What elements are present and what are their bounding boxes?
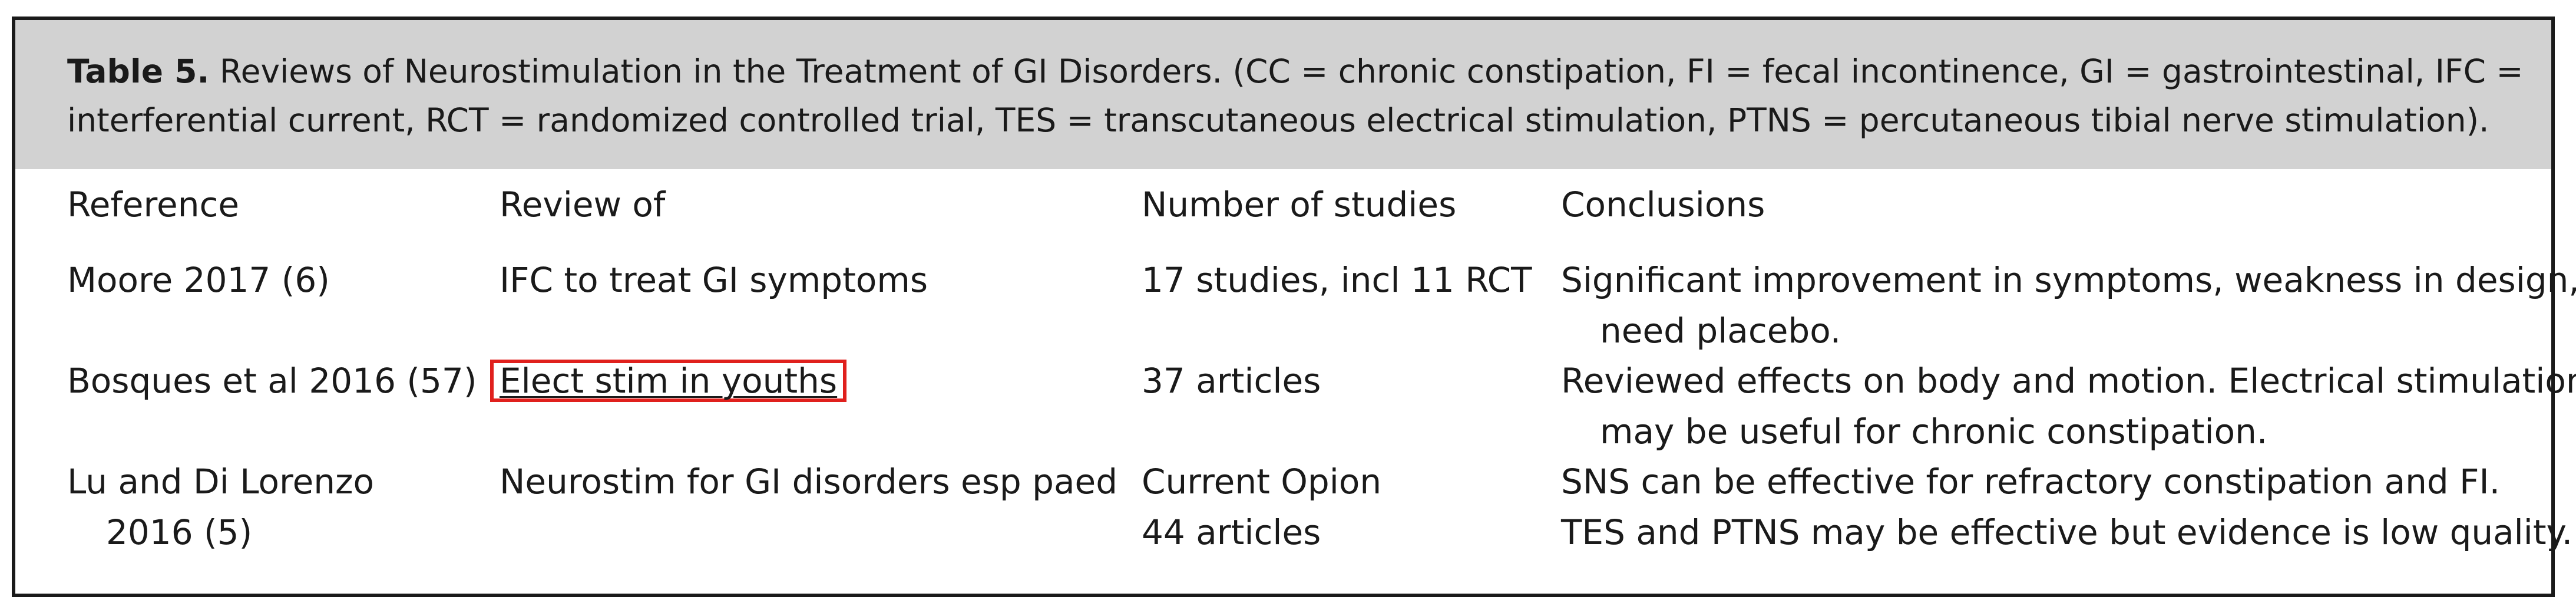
table-caption: Table 5. Reviews of Neurostimulation in … — [67, 47, 2541, 145]
row-1-number-of-studies: 17 studies, incl 11 RCT — [1142, 260, 1532, 300]
header-conclusions: Conclusions — [1561, 185, 1765, 225]
row-2-conclusions: Reviewed effects on body and motion. Ele… — [1561, 355, 2576, 457]
row-3-conclusions-line-1: SNS can be effective for refractory cons… — [1561, 462, 2501, 502]
row-2-reference: Bosques et al 2016 (57) — [67, 361, 477, 401]
row-1-conclusions-line-2: need placebo. — [1600, 311, 1841, 351]
row-3-number-of-studies-line-1: Current Opion — [1142, 462, 1382, 502]
row-1-conclusions-line-1: Significant improvement in symptoms, wea… — [1561, 260, 2576, 300]
row-2-conclusions-line-2: may be useful for chronic constipation. — [1600, 411, 2268, 452]
row-2-review-of-highlighted-link[interactable]: Elect stim in youths — [490, 360, 847, 402]
row-3-number-of-studies-line-2: 44 articles — [1142, 512, 1321, 552]
row-3-conclusions-line-2: TES and PTNS may be effective but eviden… — [1561, 512, 2573, 552]
row-1-reference: Moore 2017 (6) — [67, 260, 330, 300]
header-number-of-studies: Number of studies — [1142, 185, 1457, 225]
row-3-review-of: Neurostim for GI disorders esp paed — [500, 462, 1118, 502]
row-3-reference: Lu and Di Lorenzo 2016 (5) — [67, 456, 374, 558]
caption-band: Table 5. Reviews of Neurostimulation in … — [15, 20, 2551, 169]
row-3-number-of-studies: Current Opion 44 articles — [1142, 456, 1381, 558]
header-reference: Reference — [67, 185, 240, 225]
row-2-conclusions-line-1: Reviewed effects on body and motion. Ele… — [1561, 361, 2576, 401]
row-1-review-of: IFC to treat GI symptoms — [500, 260, 928, 300]
header-review-of: Review of — [500, 185, 666, 225]
row-1-conclusions: Significant improvement in symptoms, wea… — [1561, 255, 2576, 356]
row-2-number-of-studies: 37 articles — [1142, 361, 1321, 401]
caption-label: Table 5. — [67, 52, 210, 90]
row-3-conclusions: SNS can be effective for refractory cons… — [1561, 456, 2572, 558]
table-5: Table 5. Reviews of Neurostimulation in … — [12, 17, 2576, 597]
row-3-reference-line-2: 2016 (5) — [106, 512, 253, 552]
caption-text: Reviews of Neurostimulation in the Treat… — [67, 52, 2524, 139]
row-3-reference-line-1: Lu and Di Lorenzo — [67, 462, 374, 502]
row-2-review-of-cell: Elect stim in youths — [490, 355, 847, 406]
